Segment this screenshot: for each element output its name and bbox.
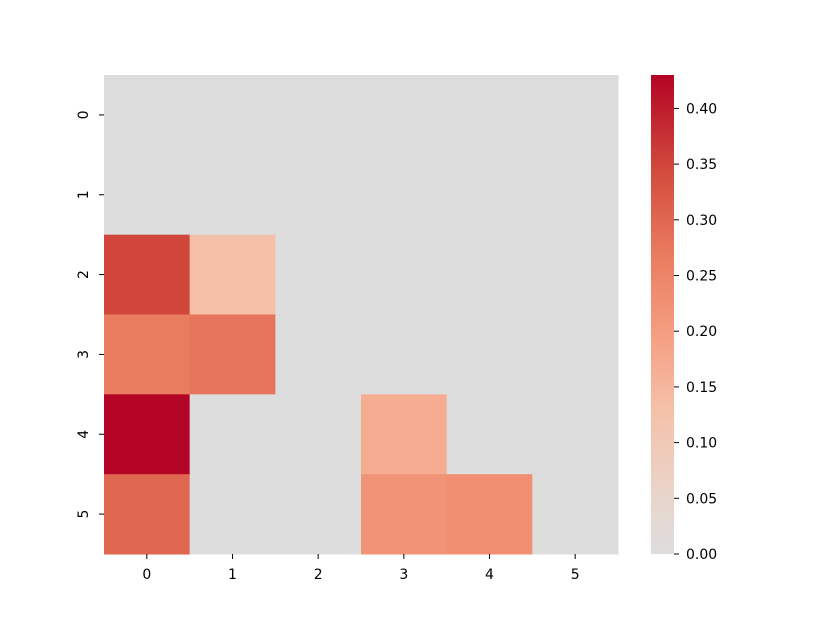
x-tick-label: 0: [142, 567, 151, 583]
heatmap-cell-r1-c1: [189, 154, 276, 236]
heatmap-cell-r0-c0: [104, 75, 191, 156]
heatmap-cell-r5-c2: [275, 474, 362, 555]
y-tick-label: 5: [76, 510, 92, 519]
heatmap-cell-r2-c5: [532, 234, 619, 315]
colorbar-tick-label: 0.15: [686, 380, 717, 396]
colorbar-tick-label: 0.10: [686, 436, 717, 452]
heatmap-cell-r4-c4: [446, 394, 533, 475]
heatmap-cells: [104, 75, 619, 555]
heatmap-cell-r2-c1: [189, 234, 276, 315]
heatmap-cell-r4-c3: [361, 394, 448, 475]
heatmap-cell-r5-c3: [361, 474, 448, 555]
colorbar-tick-label: 0.25: [686, 269, 717, 285]
heatmap-cell-r5-c5: [532, 474, 619, 555]
heatmap-cell-r3-c1: [189, 314, 276, 395]
heatmap-cell-r5-c0: [104, 474, 191, 555]
heatmap-cell-r0-c2: [275, 75, 362, 156]
heatmap-cell-r2-c4: [446, 234, 533, 315]
heatmap-cell-r5-c1: [189, 474, 276, 555]
heatmap-cell-r4-c5: [532, 394, 619, 475]
heatmap-cell-r0-c4: [446, 75, 533, 156]
x-tick-label: 5: [571, 567, 580, 583]
heatmap-cell-r1-c0: [104, 154, 191, 236]
y-tick-label: 3: [76, 350, 92, 359]
heatmap-cell-r0-c3: [361, 75, 448, 156]
heatmap-cell-r1-c3: [361, 154, 448, 236]
heatmap-cell-r2-c0: [104, 234, 191, 315]
colorbar-tick-label: 0.20: [686, 324, 717, 340]
heatmap-cell-r3-c3: [361, 314, 448, 395]
colorbar-gradient: [651, 75, 674, 554]
heatmap-cell-r1-c5: [532, 154, 619, 236]
heatmap-cell-r0-c1: [189, 75, 276, 156]
heatmap-cell-r3-c5: [532, 314, 619, 395]
heatmap-cell-r4-c0: [104, 394, 191, 475]
y-tick-label: 0: [76, 110, 92, 119]
x-tick-label: 2: [314, 567, 323, 583]
heatmap-cell-r3-c2: [275, 314, 362, 395]
y-tick-label: 1: [76, 190, 92, 199]
heatmap-cell-r0-c5: [532, 75, 619, 156]
y-tick-label: 2: [76, 270, 92, 279]
x-axis: 0 1 2 3 4 5: [142, 554, 580, 583]
colorbar-tick-label: 0.35: [686, 157, 717, 173]
heatmap-cell-r2-c3: [361, 234, 448, 315]
x-tick-label: 3: [399, 567, 408, 583]
heatmap-cell-r5-c4: [446, 474, 533, 555]
heatmap-cell-r3-c0: [104, 314, 191, 395]
y-axis: 0 1 2 3 4 5: [76, 110, 104, 519]
heatmap-cell-r4-c1: [189, 394, 276, 475]
x-tick-label: 4: [485, 567, 494, 583]
colorbar-tick-label: 0.05: [686, 491, 717, 507]
colorbar: 0.00 0.05 0.10 0.15 0.20 0.25 0.30 0.35 0.40: [651, 75, 717, 563]
colorbar-tick-label: 0.00: [686, 547, 717, 563]
x-tick-label: 1: [228, 567, 237, 583]
heatmap-cell-r4-c2: [275, 394, 362, 475]
heatmap-cell-r1-c2: [275, 154, 362, 236]
heatmap-cell-r1-c4: [446, 154, 533, 236]
heatmap-cell-r2-c2: [275, 234, 362, 315]
heatmap-cell-r3-c4: [446, 314, 533, 395]
y-tick-label: 4: [76, 430, 92, 439]
colorbar-tick-label: 0.40: [686, 101, 717, 117]
colorbar-tick-label: 0.30: [686, 213, 717, 229]
